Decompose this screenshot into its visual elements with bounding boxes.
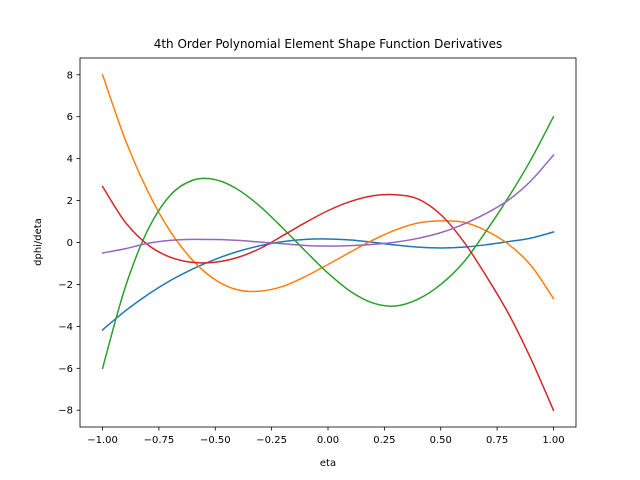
y-axis-ticks: −8 −6 −4 −2 0 2 4 6 8 (58, 70, 80, 417)
x-axis-title: eta (320, 458, 336, 469)
y-tick-label: 0 (67, 238, 73, 249)
chart-title: 4th Order Polynomial Element Shape Funct… (154, 37, 503, 51)
series-layer (101, 73, 555, 412)
plot-area: −1.00 −0.75 −0.50 −0.25 0.00 0.25 0.50 0.75 1.00… (58, 57, 577, 446)
x-tick-label: 0.50 (430, 435, 452, 446)
y-tick-label: 2 (67, 196, 73, 207)
series-line-2 (101, 73, 555, 300)
y-tick-label: 8 (67, 70, 73, 81)
y-tick-label: 4 (67, 154, 73, 165)
y-tick-label: −8 (58, 406, 73, 417)
x-tick-label: −1.00 (87, 435, 118, 446)
y-axis-title: dphi/deta (33, 218, 44, 266)
series-line-5 (101, 154, 555, 254)
x-tick-label: −0.25 (256, 435, 287, 446)
x-tick-label: 0.25 (373, 435, 395, 446)
y-tick-label: 6 (67, 112, 73, 123)
y-tick-label: −2 (58, 280, 73, 291)
series-line-3 (101, 115, 555, 370)
series-line-4 (101, 185, 555, 412)
axes-frame (79, 57, 577, 428)
series-line-1 (101, 231, 555, 331)
x-tick-label: 0.00 (317, 435, 339, 446)
x-axis-ticks: −1.00 −0.75 −0.50 −0.25 0.00 0.25 0.50 0.75 1.00 (87, 427, 565, 446)
y-tick-label: −4 (58, 322, 73, 333)
x-tick-label: −0.50 (200, 435, 231, 446)
x-tick-label: −0.75 (144, 435, 175, 446)
x-tick-label: 1.00 (542, 435, 564, 446)
x-tick-label: 0.75 (486, 435, 508, 446)
y-tick-label: −6 (58, 364, 73, 375)
